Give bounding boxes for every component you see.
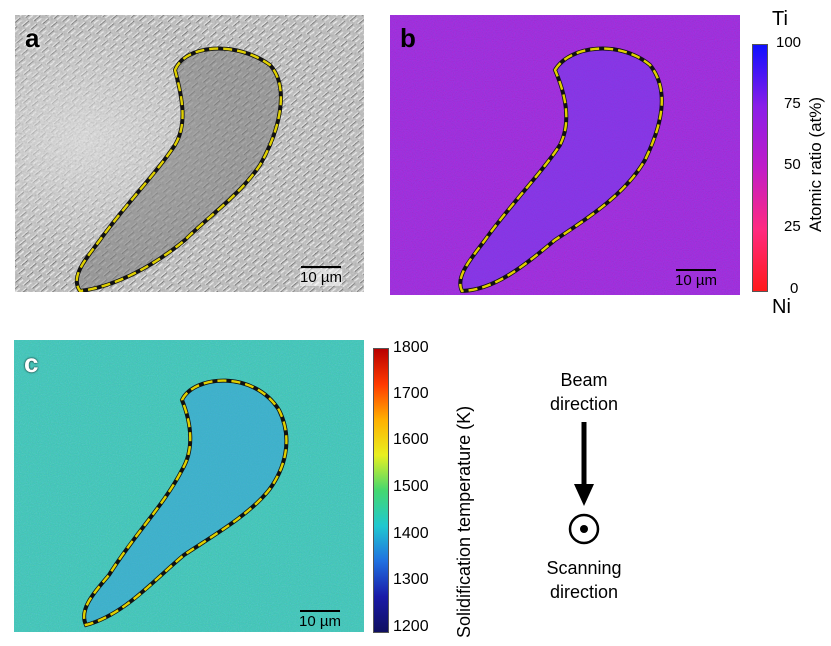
pool-region-b xyxy=(460,48,662,292)
colorbar-b-tick: 50 xyxy=(784,156,801,173)
colorbar-c-tick: 1600 xyxy=(393,431,429,448)
colorbar-c-tick: 1300 xyxy=(393,571,429,588)
colorbar-c-tick: 1800 xyxy=(393,339,429,356)
pool-region-c xyxy=(84,380,287,625)
panel-label-b: b xyxy=(400,23,416,53)
colorbar-b-tick: 0 xyxy=(790,280,799,297)
colorbar-b-axis-label: Atomic ratio (at%) xyxy=(806,96,825,232)
panel-b-eds-map: b 10 µm xyxy=(390,15,740,295)
scale-bar-a: 10 µm xyxy=(291,266,351,286)
colorbar-c-tick: 1400 xyxy=(393,525,429,542)
pool-region-a xyxy=(76,48,281,292)
scale-bar-line xyxy=(301,266,341,268)
panel-c-temperature-map: c 10 µm xyxy=(14,340,364,632)
scale-bar-label: 10 µm xyxy=(300,269,342,286)
colorbar-b-tick: 75 xyxy=(784,95,801,112)
panel-label-a: a xyxy=(25,23,40,53)
panel-a-sem-image: a 10 µm xyxy=(15,15,364,292)
atomic-ratio-map xyxy=(390,15,740,295)
colorbar-b-tick: 25 xyxy=(784,218,801,235)
colorbar-c xyxy=(373,348,389,633)
down-arrow-icon xyxy=(574,422,594,506)
scale-bar-label: 10 µm xyxy=(675,272,717,289)
scale-bar-b: 10 µm xyxy=(666,269,726,289)
colorbar-c-axis-label: Solidification temperature (K) xyxy=(454,405,474,638)
scale-bar-label: 10 µm xyxy=(299,613,341,630)
colorbar-b xyxy=(752,44,768,292)
scale-bar-c: 10 µm xyxy=(290,610,350,630)
colorbar-b-bottom-label: Ni xyxy=(772,296,791,318)
scale-bar-line xyxy=(300,610,340,612)
scale-bar-line xyxy=(676,269,716,271)
temperature-map xyxy=(14,340,364,632)
colorbar-c-tick: 1500 xyxy=(393,478,429,495)
colorbar-b-tick: 100 xyxy=(776,34,802,51)
sem-micrograph xyxy=(15,15,364,292)
out-of-plane-dot-icon xyxy=(568,513,600,545)
colorbar-c-tick: 1200 xyxy=(393,618,429,635)
beam-direction-label: Beam direction xyxy=(549,370,619,414)
panel-label-c: c xyxy=(24,348,39,378)
scanning-direction-label: Scanning direction xyxy=(546,558,622,602)
colorbar-b-top-label: Ti xyxy=(772,8,788,30)
colorbar-c-tick: 1700 xyxy=(393,385,429,402)
